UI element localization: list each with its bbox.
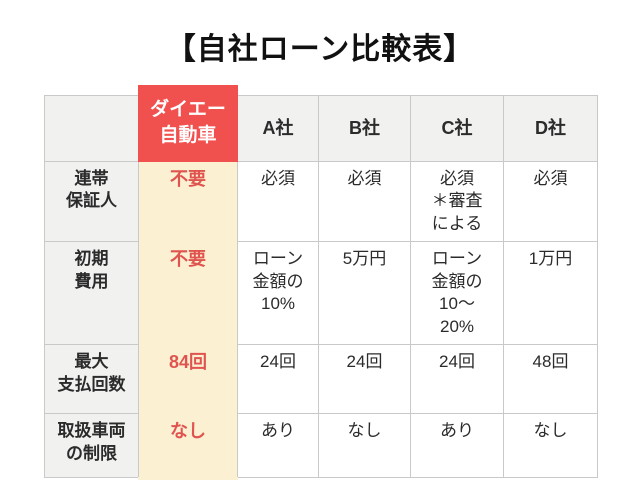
header-cell-daiei: ダイエー 自動車 xyxy=(138,84,238,162)
row-label-initial-cost: 初期 費用 xyxy=(44,241,139,346)
header-cell-empty xyxy=(44,95,139,162)
row-label-guarantor: 連帯 保証人 xyxy=(44,160,139,243)
row-label-vehicle-limit: 取扱車両 の制限 xyxy=(44,413,139,479)
cell-initial-cost-daiei: 不要 xyxy=(138,241,238,345)
cell-vehicle-limit-d: なし xyxy=(503,413,598,479)
cell-guarantor-a: 必須 xyxy=(237,160,319,243)
row-guarantor: 連帯 保証人 不要 必須 必須 必須 ＊審査 による 必須 xyxy=(44,160,598,243)
row-initial-cost: 初期 費用 不要 ローン 金額の 10% 5万円 ローン 金額の 10〜 20%… xyxy=(44,241,598,346)
header-row: ダイエー 自動車 A社 B社 C社 D社 xyxy=(44,84,598,162)
cell-max-payments-a: 24回 xyxy=(237,344,319,415)
cell-max-payments-c: 24回 xyxy=(410,344,504,415)
cell-initial-cost-b: 5万円 xyxy=(318,241,411,346)
header-cell-company-c: C社 xyxy=(410,95,504,162)
cell-initial-cost-d: 1万円 xyxy=(503,241,598,346)
cell-max-payments-b: 24回 xyxy=(318,344,411,415)
cell-max-payments-d: 48回 xyxy=(503,344,598,415)
cell-vehicle-limit-a: あり xyxy=(237,413,319,479)
header-cell-company-d: D社 xyxy=(503,95,598,162)
cell-initial-cost-c: ローン 金額の 10〜 20% xyxy=(410,241,504,346)
cell-initial-cost-a: ローン 金額の 10% xyxy=(237,241,319,346)
row-label-max-payments: 最大 支払回数 xyxy=(44,344,139,415)
cell-guarantor-daiei: 不要 xyxy=(138,161,238,242)
header-cell-company-b: B社 xyxy=(318,95,411,162)
cell-guarantor-d: 必須 xyxy=(503,160,598,243)
page-title: 【自社ローン比較表】 xyxy=(165,33,475,66)
row-vehicle-limit: 取扱車両 の制限 なし あり なし あり なし xyxy=(44,413,598,480)
cell-vehicle-limit-c: あり xyxy=(410,413,504,479)
cell-vehicle-limit-daiei: なし xyxy=(138,413,239,480)
loan-comparison-table: ダイエー 自動車 A社 B社 C社 D社 連帯 保証人 不要 必須 必須 必須 … xyxy=(44,84,598,480)
cell-max-payments-daiei: 84回 xyxy=(138,344,238,414)
cell-guarantor-b: 必須 xyxy=(318,160,411,243)
cell-guarantor-c: 必須 ＊審査 による xyxy=(410,160,504,243)
daiei-header-label: ダイエー 自動車 xyxy=(138,84,238,162)
cell-vehicle-limit-b: なし xyxy=(318,413,411,479)
row-max-payments: 最大 支払回数 84回 24回 24回 24回 48回 xyxy=(44,344,598,415)
header-cell-company-a: A社 xyxy=(237,95,319,162)
